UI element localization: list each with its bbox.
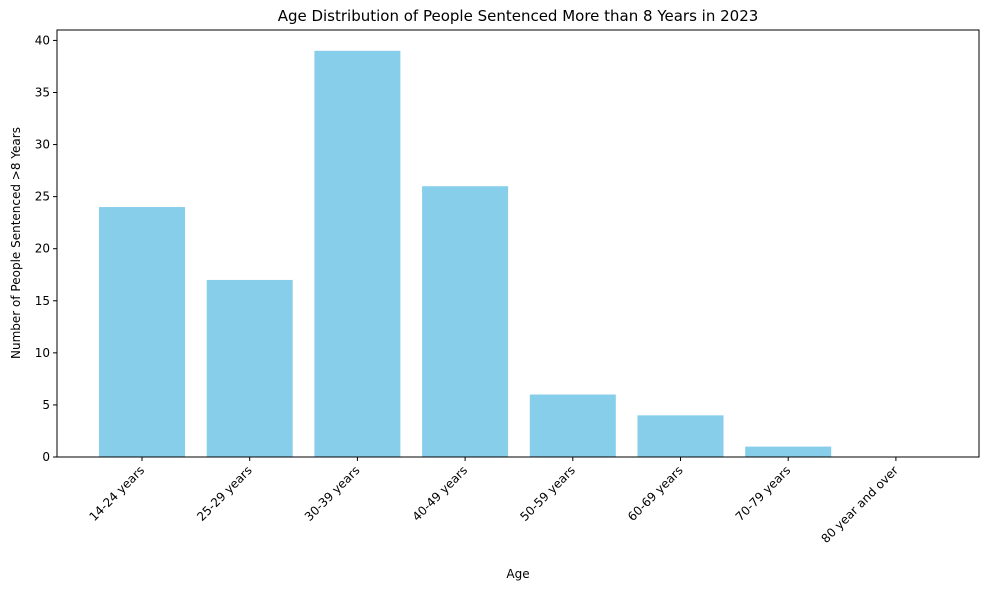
y-axis-label: Number of People Sentenced >8 Years <box>9 127 23 359</box>
bar-5 <box>637 415 724 457</box>
y-tick-label-3: 15 <box>35 294 50 308</box>
x-tick-label-2: 30-39 years <box>302 463 363 524</box>
y-tick-label-4: 20 <box>35 242 50 256</box>
y-tick-label-8: 40 <box>35 33 50 47</box>
y-tick-label-7: 35 <box>35 85 50 99</box>
bar-2 <box>314 50 401 457</box>
x-tick-label-6: 70-79 years <box>733 463 794 524</box>
x-tick-label-4: 50-59 years <box>517 463 578 524</box>
bar-0 <box>99 207 185 457</box>
y-axis-ticks: 0 5 10 15 20 25 30 35 40 <box>35 33 57 464</box>
x-axis-ticks: 14-24 years 25-29 years 30-39 years 40-49 y… <box>87 457 901 546</box>
x-tick-label-3: 40-49 years <box>410 463 471 524</box>
x-axis-label: Age <box>506 567 529 581</box>
y-tick-label-2: 10 <box>35 346 50 360</box>
x-tick-label-7: 80 year and over <box>818 463 901 546</box>
y-tick-label-6: 30 <box>35 138 50 152</box>
x-tick-label-0: 14-24 years <box>87 463 148 524</box>
bar-3 <box>422 186 509 457</box>
y-tick-label-1: 5 <box>42 398 50 412</box>
bars-group <box>99 50 832 457</box>
y-tick-label-0: 0 <box>42 450 50 464</box>
x-tick-label-5: 60-69 years <box>625 463 686 524</box>
chart-title: Age Distribution of People Sentenced Mor… <box>278 7 759 25</box>
bar-4 <box>529 394 616 457</box>
x-tick-label-1: 25-29 years <box>194 463 255 524</box>
bar-6 <box>745 446 832 457</box>
bar-1 <box>206 279 293 457</box>
plot-frame <box>56 29 980 458</box>
y-tick-label-5: 25 <box>35 190 50 204</box>
